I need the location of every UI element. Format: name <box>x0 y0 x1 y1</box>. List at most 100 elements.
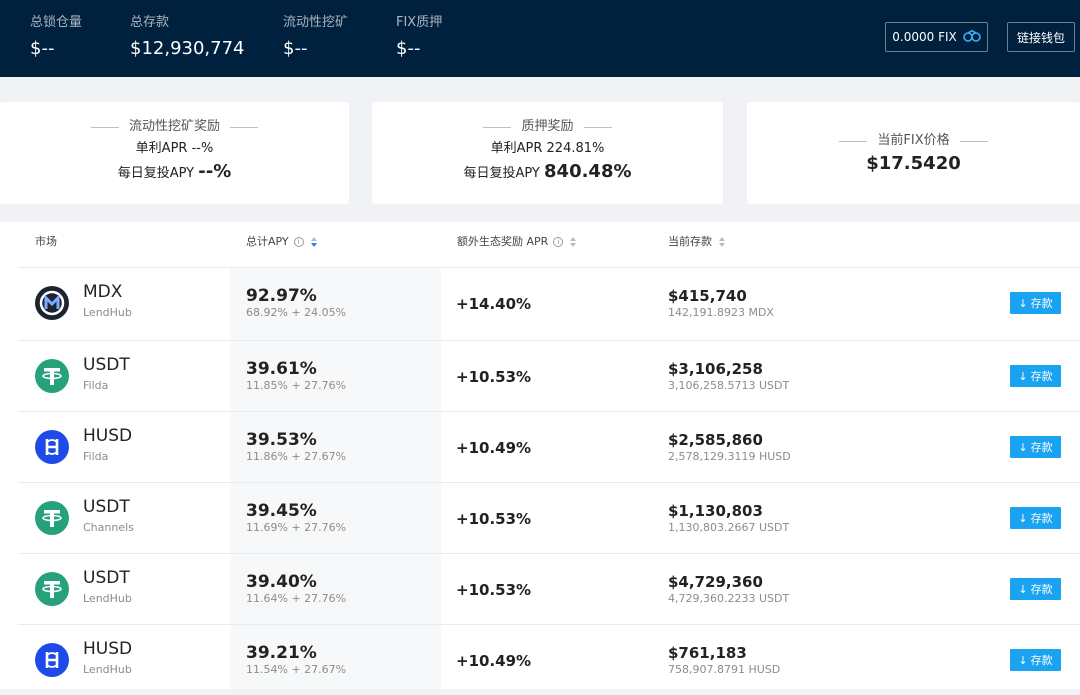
column-header-market: 市场 <box>35 235 57 249</box>
stat-value: $-- <box>396 38 421 59</box>
deposit-button-label: 存款 <box>1030 654 1053 667</box>
deposit-button[interactable]: ↓ 存款 <box>1010 436 1061 458</box>
divider <box>839 140 868 142</box>
column-label: 总计APY <box>246 235 289 248</box>
deposit-value: $2,585,860 <box>668 431 763 449</box>
stat-total-locked: 总锁仓量 $-- <box>30 15 82 61</box>
deposit-button[interactable]: ↓ 存款 <box>1010 649 1061 671</box>
info-icon[interactable]: i <box>293 237 304 247</box>
apy-value: 840.48% <box>544 161 632 182</box>
coin-source: LendHub <box>83 663 132 676</box>
arrow-down-icon: ↓ <box>1018 653 1028 667</box>
coin-source: Filda <box>83 450 109 463</box>
divider <box>90 126 119 128</box>
info-icon[interactable]: i <box>553 237 564 247</box>
column-header-total-apy[interactable]: 总计APY i <box>246 235 317 249</box>
extra-apr: +10.53% <box>456 368 532 386</box>
extra-apr: +14.40% <box>456 295 532 313</box>
card-title: 流动性挖矿奖励 <box>128 119 220 134</box>
connect-wallet-label: 链接钱包 <box>1016 30 1065 45</box>
liquidity-reward-card: 流动性挖矿奖励 单利APR --% 每日复投APY --% <box>0 102 349 204</box>
column-header-extra-apr[interactable]: 额外生态奖励 APR i <box>457 235 577 249</box>
fix-balance-button[interactable]: 0.0000 FIX <box>885 22 988 52</box>
coin-symbol: USDT <box>83 497 130 517</box>
markets-table: 市场 总计APY i 额外生态奖励 APR i 当前存款 MDX LendHub… <box>0 222 1080 689</box>
table-row[interactable]: USDT Filda 39.61% 11.85% + 27.76% +10.53… <box>18 340 1080 411</box>
coin-source: LendHub <box>83 306 132 319</box>
apy-line: 每日复投APY 840.48% <box>372 163 723 183</box>
stat-label: 流动性挖矿 <box>283 15 349 30</box>
fix-balance-label: 0.0000 FIX <box>892 30 957 44</box>
tether-coin-icon <box>35 572 69 606</box>
divider <box>583 126 612 128</box>
coin-source: Channels <box>83 521 134 534</box>
deposit-button-label: 存款 <box>1030 297 1053 310</box>
tether-coin-icon <box>35 501 69 535</box>
deposit-button-label: 存款 <box>1030 512 1053 525</box>
deposit-button[interactable]: ↓ 存款 <box>1010 292 1061 314</box>
apr-line: 单利APR --% <box>0 140 349 158</box>
table-row[interactable]: HUSD LendHub 39.21% 11.54% + 27.67% +10.… <box>18 624 1080 695</box>
extra-apr: +10.49% <box>456 439 532 457</box>
deposit-amount: 142,191.8923 MDX <box>668 306 774 319</box>
coin-symbol: HUSD <box>83 639 133 659</box>
deposit-amount: 4,729,360.2233 USDT <box>668 592 790 605</box>
apy-breakdown: 11.64% + 27.76% <box>246 592 347 605</box>
arrow-down-icon: ↓ <box>1018 369 1028 383</box>
table-row[interactable]: USDT Channels 39.45% 11.69% + 27.76% +10… <box>18 482 1080 553</box>
stat-label: 总锁仓量 <box>30 15 83 30</box>
connect-wallet-button[interactable]: 链接钱包 <box>1007 22 1075 52</box>
sort-icon[interactable] <box>570 237 577 247</box>
top-stats-bar: 总锁仓量 $-- 总存款 $12,930,774 流动性挖矿 $-- FIX质押… <box>0 0 1080 77</box>
deposit-button[interactable]: ↓ 存款 <box>1010 578 1061 600</box>
apy-column-highlight <box>230 267 441 689</box>
card-title-row: 流动性挖矿奖励 <box>0 119 349 135</box>
fix-logo-icon <box>962 29 981 45</box>
deposit-button-label: 存款 <box>1030 583 1053 596</box>
apr-line: 单利APR 224.81% <box>372 140 723 158</box>
apy-breakdown: 68.92% + 24.05% <box>246 306 347 319</box>
table-row[interactable]: MDX LendHub 92.97% 68.92% + 24.05% +14.4… <box>18 267 1080 338</box>
coin-symbol: USDT <box>83 355 130 375</box>
divider <box>959 140 988 142</box>
card-title: 质押奖励 <box>521 119 574 134</box>
stat-total-deposit: 总存款 $12,930,774 <box>130 15 245 61</box>
sort-icon[interactable] <box>310 237 317 247</box>
deposit-value: $415,740 <box>668 287 747 305</box>
deposit-value: $4,729,360 <box>668 573 763 591</box>
table-row[interactable]: USDT LendHub 39.40% 11.64% + 27.76% +10.… <box>18 553 1080 624</box>
stat-fix-staking: FIX质押 $-- <box>396 15 442 61</box>
stat-liquidity-mining: 流动性挖矿 $-- <box>283 15 348 61</box>
coin-symbol: HUSD <box>83 426 133 446</box>
total-apy: 39.45% <box>246 501 317 521</box>
arrow-down-icon: ↓ <box>1018 511 1028 525</box>
husd-coin-icon <box>35 643 69 677</box>
extra-apr: +10.53% <box>456 581 532 599</box>
deposit-amount: 1,130,803.2667 USDT <box>668 521 790 534</box>
deposit-value: $1,130,803 <box>668 502 763 520</box>
sort-icon[interactable] <box>719 237 725 247</box>
deposit-amount: 758,907.8791 HUSD <box>668 663 781 676</box>
apr-value: --% <box>191 141 214 156</box>
apy-value: --% <box>198 161 232 182</box>
apy-breakdown: 11.85% + 27.76% <box>246 379 347 392</box>
column-label: 额外生态奖励 APR <box>457 235 549 248</box>
deposit-amount: 3,106,258.5713 USDT <box>668 379 790 392</box>
staking-reward-card: 质押奖励 单利APR 224.81% 每日复投APY 840.48% <box>372 102 723 204</box>
fix-price-value: $17.5420 <box>866 153 961 174</box>
column-header-deposit[interactable]: 当前存款 <box>668 235 725 249</box>
deposit-button[interactable]: ↓ 存款 <box>1010 507 1061 529</box>
extra-apr: +10.53% <box>456 510 532 528</box>
apr-label: 单利APR <box>135 141 188 156</box>
stat-value: $-- <box>283 38 308 59</box>
total-apy: 39.40% <box>246 572 317 592</box>
table-row[interactable]: HUSD Filda 39.53% 11.86% + 27.67% +10.49… <box>18 411 1080 482</box>
apy-breakdown: 11.86% + 27.67% <box>246 450 347 463</box>
apr-label: 单利APR <box>490 141 543 156</box>
deposit-button[interactable]: ↓ 存款 <box>1010 365 1061 387</box>
apy-line: 每日复投APY --% <box>0 163 349 183</box>
deposit-amount: 2,578,129.3119 HUSD <box>668 450 791 463</box>
stat-label: FIX质押 <box>396 15 443 30</box>
arrow-down-icon: ↓ <box>1018 296 1028 310</box>
column-label: 当前存款 <box>668 235 712 248</box>
